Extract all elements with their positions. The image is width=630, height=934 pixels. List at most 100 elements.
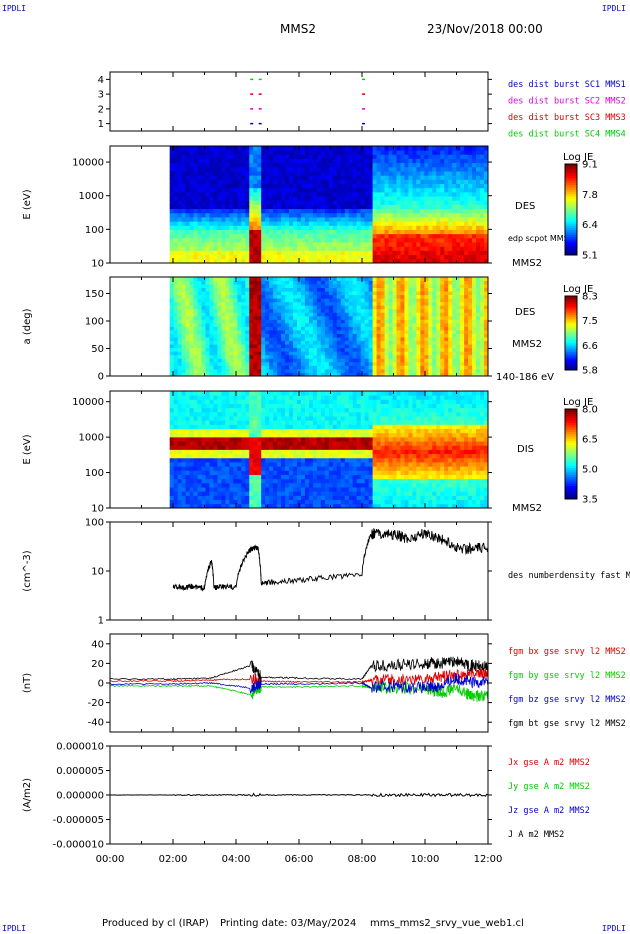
spectro-cell [376,294,381,299]
spectro-cell [281,372,286,377]
spectro-cell [388,246,393,251]
spectro-cell [241,183,246,189]
spectro-cell [376,246,381,251]
spectro-cell [384,150,389,155]
spectro-cell [273,225,278,230]
spectro-cell [448,237,453,243]
spectro-cell [177,146,183,151]
spectro-cell [452,250,457,256]
spectro-cell [336,237,342,243]
spectro-cell [476,361,481,366]
spectro-cell [424,179,429,185]
spectro-cell [193,399,198,404]
spectro-cell [392,284,397,289]
spectro-cell [173,457,179,463]
spectro-cell [225,326,230,331]
spectro-cell [177,183,183,189]
spectro-cell [277,229,282,235]
spectro-cell [312,337,318,342]
spectro-cell [380,237,385,243]
spectro-cell [396,229,401,235]
spectro-cell [201,445,206,450]
spectro-cell [408,291,413,296]
spectro-cell [432,301,437,306]
spectro-cell [177,347,183,352]
spectro-cell [189,319,194,324]
spectro-cell [408,277,413,281]
spectro-cell [444,308,449,313]
spectro-cell [213,499,218,505]
spectro-cell [312,208,318,214]
spectro-cell [209,319,214,324]
spectro-cell [384,250,389,256]
spectro-cell [432,200,437,205]
spectro-cell [249,225,254,230]
spectro-cell [368,280,374,285]
spectro-cell [297,361,302,366]
spectro-cell [253,150,258,155]
spectro-cell [265,284,270,289]
spectro-cell [396,330,401,334]
spectro-cell [404,221,409,226]
spectro-cell [440,277,445,281]
spectro-cell [340,146,346,151]
spectro-cell [221,354,226,359]
spectro-cell [237,204,242,210]
spectro-cell [436,372,441,377]
spectro-cell [440,301,445,306]
spectro-cell [233,298,238,303]
spectro-cell [448,221,453,226]
spectro-cell [316,217,322,222]
spectro-cell [225,175,230,180]
spectro-cell [460,277,465,281]
spectro-cell [261,250,266,256]
spectro-cell [436,217,441,222]
spectro-cell [392,301,397,306]
spectro-cell [436,347,441,352]
spectro-cell [285,291,290,296]
spectro-cell [432,298,437,303]
spectro-cell [388,208,393,214]
spectro-cell [324,217,330,222]
spectro-cell [300,322,306,327]
spectro-cell [344,354,350,359]
spectro-cell [468,291,473,296]
spectro-cell [404,258,409,264]
spectro-cell [293,254,298,260]
spectro-cell [241,347,246,352]
spectro-cell [368,333,374,338]
spectro-cell [476,179,481,185]
spectro-cell [404,179,409,185]
spectro-cell [328,254,334,260]
spectro-cell [328,212,334,218]
spectro-cell [472,287,477,292]
spectro-cell [428,337,433,342]
spectro-cell [352,284,358,289]
spectro-cell [324,242,330,247]
spectro-cell [213,162,218,168]
spectro-cell [348,344,354,349]
spectro-cell [197,246,202,251]
spectro-cell [185,191,190,197]
spectro-cell [440,217,445,222]
spectro-cell [484,229,489,235]
spectro-cell [340,277,346,281]
spectro-cell [221,196,226,201]
spectro-cell [265,312,270,317]
spectro-cell [428,158,433,164]
spectro-cell [448,225,453,230]
spectro-cell [289,258,294,264]
spectro-cell [440,347,445,352]
spectro-cell [205,284,210,289]
spectro-cell [424,354,429,359]
spectro-cell [316,315,322,320]
spectro-cell [356,344,362,349]
spectro-cell [197,298,202,303]
spectro-cell [293,354,298,359]
spectro-cell [300,154,306,159]
spectro-cell [249,212,254,218]
spectro-cell [372,287,377,292]
spectro-cell [480,171,485,176]
spectro-cell [181,319,186,324]
spectro-cell [412,258,417,264]
